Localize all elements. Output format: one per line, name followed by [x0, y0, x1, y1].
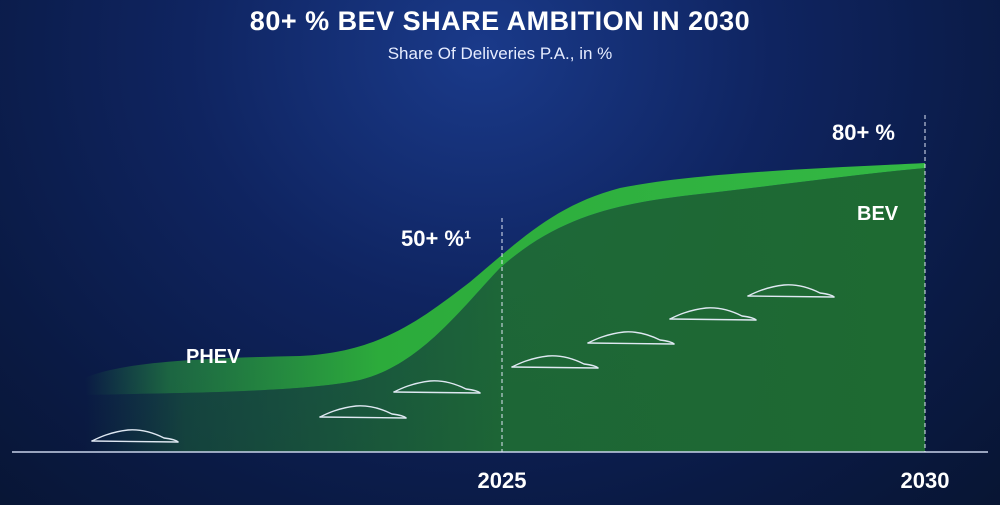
car-icon: [319, 405, 407, 419]
x-tick-2025: 2025: [477, 468, 527, 493]
car-icon: [91, 429, 179, 443]
car-icon: [511, 355, 599, 369]
annotation-2030: 80+ %: [832, 120, 895, 145]
series-label-phev: PHEV: [186, 346, 241, 368]
car-icon: [669, 307, 757, 321]
annotation-2025: 50+ %¹: [401, 226, 472, 251]
chart-subtitle: Share Of Deliveries P.A., in %: [387, 44, 613, 63]
bev-area: [85, 168, 925, 452]
phev-band: [85, 163, 925, 395]
car-icon: [747, 284, 835, 298]
chart-title: 80+ % BEV SHARE AMBITION IN 2030: [249, 6, 751, 36]
car-icon: [393, 380, 481, 394]
x-tick-2030: 2030: [900, 468, 950, 493]
car-icon: [587, 331, 675, 345]
series-label-bev: BEV: [857, 203, 899, 225]
